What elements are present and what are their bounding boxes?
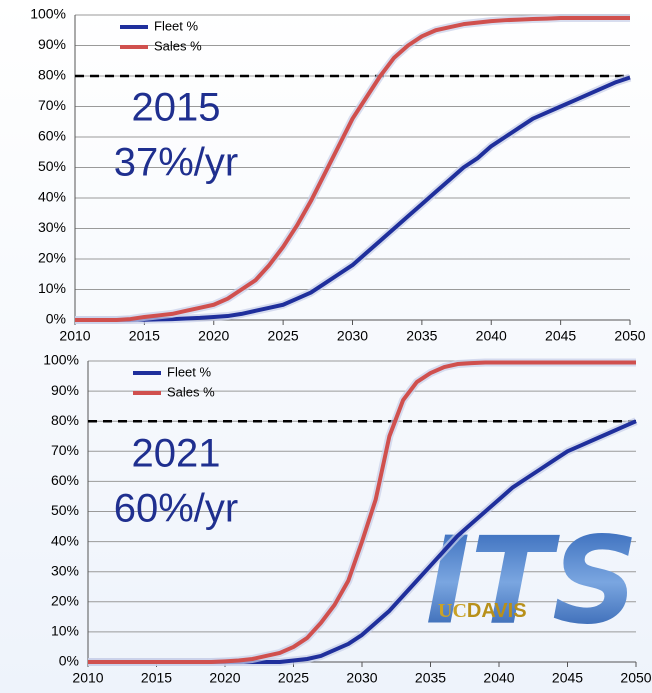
y-tick-label: 90% bbox=[51, 382, 79, 398]
x-tick-label: 2025 bbox=[268, 328, 299, 344]
x-tick-label: 2025 bbox=[278, 670, 309, 686]
x-tick-label: 2015 bbox=[129, 328, 160, 344]
y-tick-label: 0% bbox=[59, 653, 79, 669]
x-tick-label: 2020 bbox=[209, 670, 240, 686]
series-line bbox=[88, 360, 636, 664]
y-tick-label: 40% bbox=[38, 189, 66, 205]
x-tick-label: 2050 bbox=[614, 328, 645, 344]
x-tick-label: 2010 bbox=[72, 670, 103, 686]
x-tick-label: 2020 bbox=[198, 328, 229, 344]
annotation: 2021 bbox=[132, 432, 221, 476]
x-tick-label: 2030 bbox=[346, 670, 377, 686]
x-tick-label: 2035 bbox=[415, 670, 446, 686]
y-tick-label: 20% bbox=[51, 593, 79, 609]
legend-label: Fleet % bbox=[167, 364, 212, 379]
y-tick-label: 100% bbox=[30, 6, 66, 22]
y-tick-label: 30% bbox=[51, 562, 79, 578]
y-tick-label: 50% bbox=[38, 158, 66, 174]
series-line bbox=[75, 16, 630, 322]
y-tick-label: 0% bbox=[46, 311, 66, 327]
x-tick-label: 2010 bbox=[59, 328, 90, 344]
x-tick-label: 2050 bbox=[620, 670, 651, 686]
x-tick-label: 2045 bbox=[552, 670, 583, 686]
y-tick-label: 60% bbox=[51, 472, 79, 488]
y-tick-label: 10% bbox=[51, 623, 79, 639]
y-tick-label: 50% bbox=[51, 502, 79, 518]
y-tick-label: 100% bbox=[43, 352, 79, 368]
y-tick-label: 80% bbox=[51, 412, 79, 428]
annotation: 60%/yr bbox=[114, 487, 239, 531]
y-tick-label: 60% bbox=[38, 128, 66, 144]
annotation: 2015 bbox=[132, 86, 221, 130]
legend-label: Sales % bbox=[154, 38, 202, 53]
y-tick-label: 10% bbox=[38, 280, 66, 296]
legend-label: Sales % bbox=[167, 384, 215, 399]
x-tick-label: 2045 bbox=[545, 328, 576, 344]
y-tick-label: 70% bbox=[38, 97, 66, 113]
y-tick-label: 20% bbox=[38, 250, 66, 266]
legend-label: Fleet % bbox=[154, 18, 199, 33]
x-tick-label: 2040 bbox=[476, 328, 507, 344]
annotation: 37%/yr bbox=[114, 141, 239, 185]
y-tick-label: 30% bbox=[38, 219, 66, 235]
y-tick-label: 90% bbox=[38, 36, 66, 52]
logo-sub: UCDAVIS bbox=[438, 600, 527, 623]
logo-right: DAVIS bbox=[467, 600, 527, 622]
y-tick-label: 80% bbox=[38, 67, 66, 83]
y-tick-label: 70% bbox=[51, 442, 79, 458]
x-tick-label: 2030 bbox=[337, 328, 368, 344]
y-tick-label: 40% bbox=[51, 532, 79, 548]
x-tick-label: 2040 bbox=[483, 670, 514, 686]
logo-left: UC bbox=[438, 600, 467, 622]
x-tick-label: 2015 bbox=[141, 670, 172, 686]
x-tick-label: 2035 bbox=[406, 328, 437, 344]
series-line bbox=[75, 75, 631, 322]
